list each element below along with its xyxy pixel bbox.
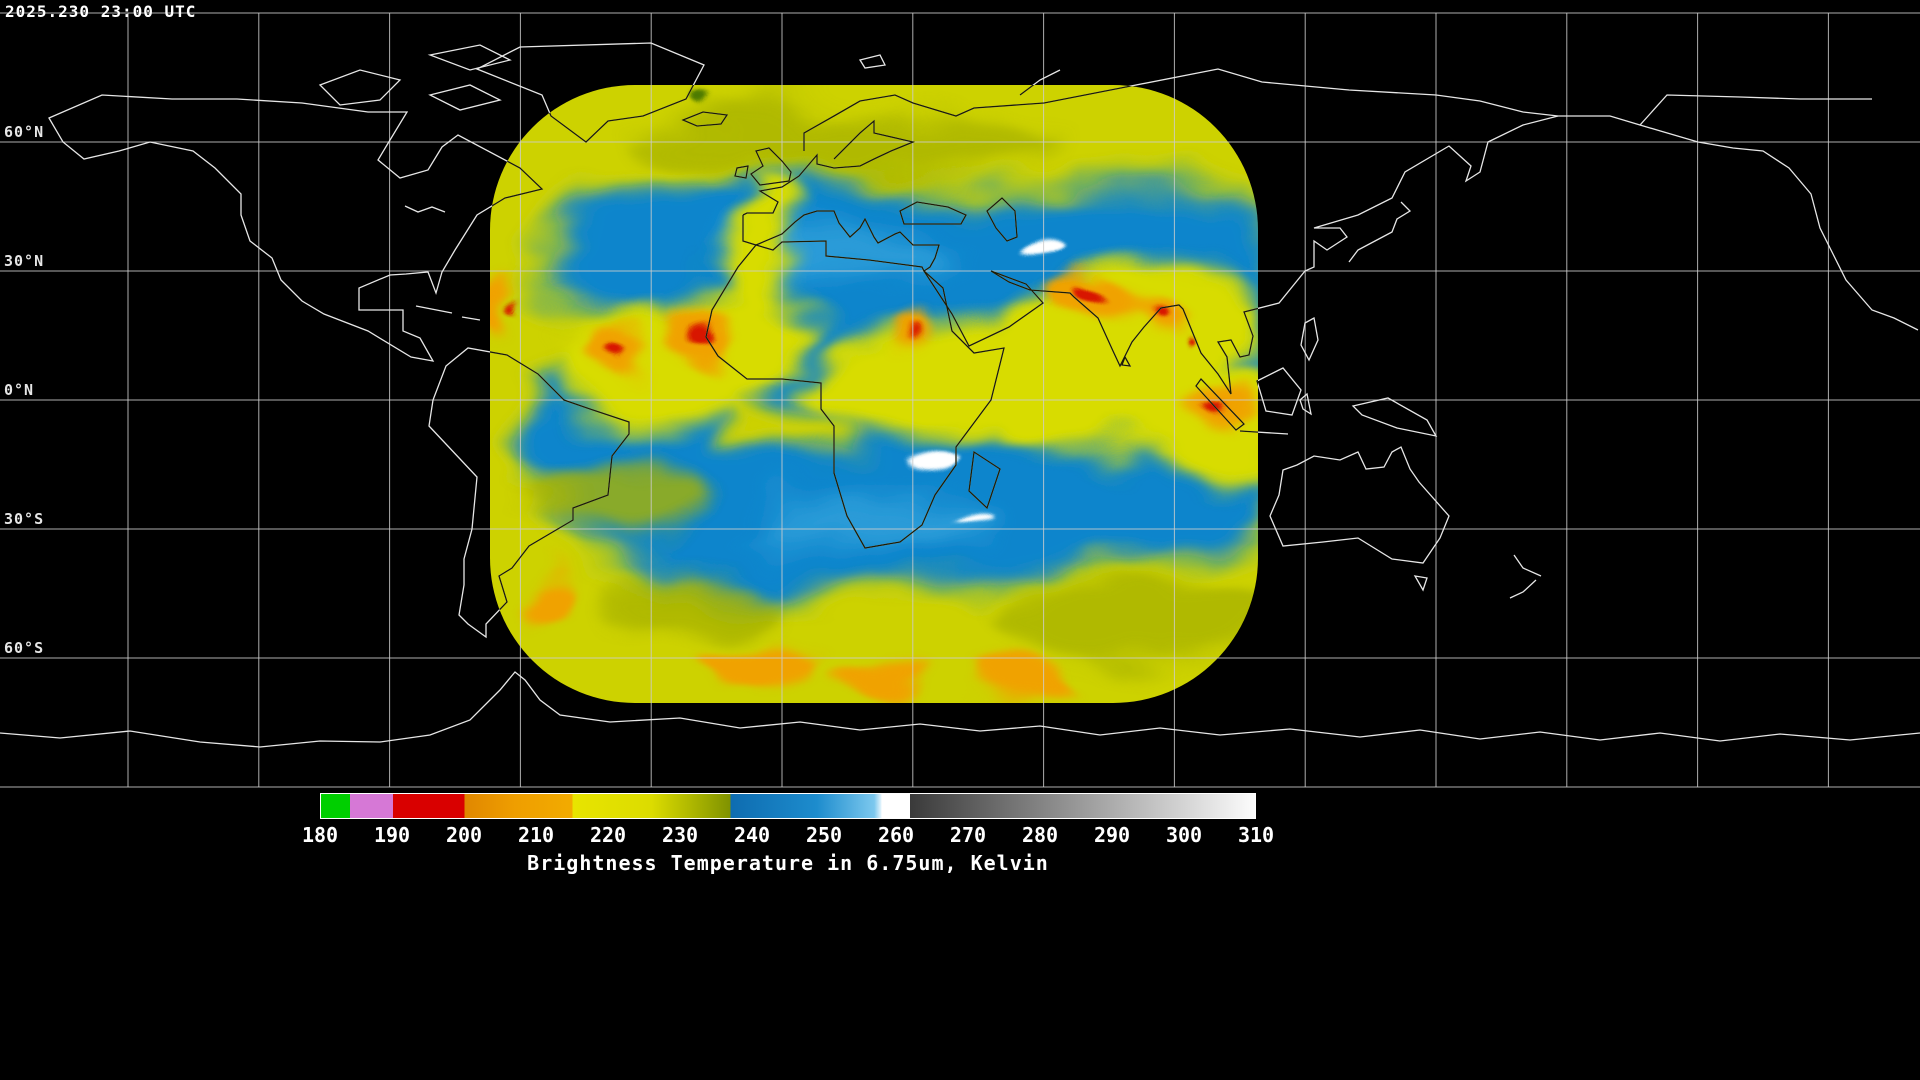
colorbar-tick-label: 250 [805, 823, 843, 847]
colorbar-tick-label: 220 [589, 823, 627, 847]
colorbar-tick-label: 210 [517, 823, 555, 847]
lat-label: 60°S [4, 639, 45, 657]
colorbar-tick-label: 240 [733, 823, 771, 847]
colorbar-tick-label: 180 [301, 823, 339, 847]
lat-label: 30°S [4, 510, 45, 528]
satellite-footprint [490, 85, 1258, 703]
lat-label: 0°N [4, 381, 35, 399]
colorbar-tick-label: 280 [1021, 823, 1059, 847]
colorbar-tick-label: 260 [877, 823, 915, 847]
colorbar-tick-label: 200 [445, 823, 483, 847]
colorbar-title: Brightness Temperature in 6.75um, Kelvin [527, 851, 1049, 875]
colorbar-ticks: 180 190 200 210 220 230 240 250 260 270 280 290 300 3… [302, 823, 1274, 849]
colorbar-tick-label: 300 [1165, 823, 1203, 847]
lat-lon-grid [0, 12, 1920, 788]
water-vapor-field [490, 85, 1258, 703]
colorbar-gradient [320, 793, 1256, 819]
lat-label: 60°N [4, 123, 45, 141]
colorbar-tick-label: 270 [949, 823, 987, 847]
colorbar-tick-label: 310 [1237, 823, 1275, 847]
colorbar-tick-label: 230 [661, 823, 699, 847]
colorbar-tick-label: 290 [1093, 823, 1131, 847]
colorbar-tick-label: 190 [373, 823, 411, 847]
olive-streaks [540, 112, 1258, 655]
timestamp-label: 2025.230 23:00 UTC [5, 2, 197, 21]
lat-label: 30°N [4, 252, 45, 270]
dark-green-spot [688, 99, 704, 115]
warmest-white-spots [902, 243, 1072, 521]
colorbar: 180 190 200 210 220 230 240 250 260 270 280 290 300 3… [302, 793, 1274, 875]
